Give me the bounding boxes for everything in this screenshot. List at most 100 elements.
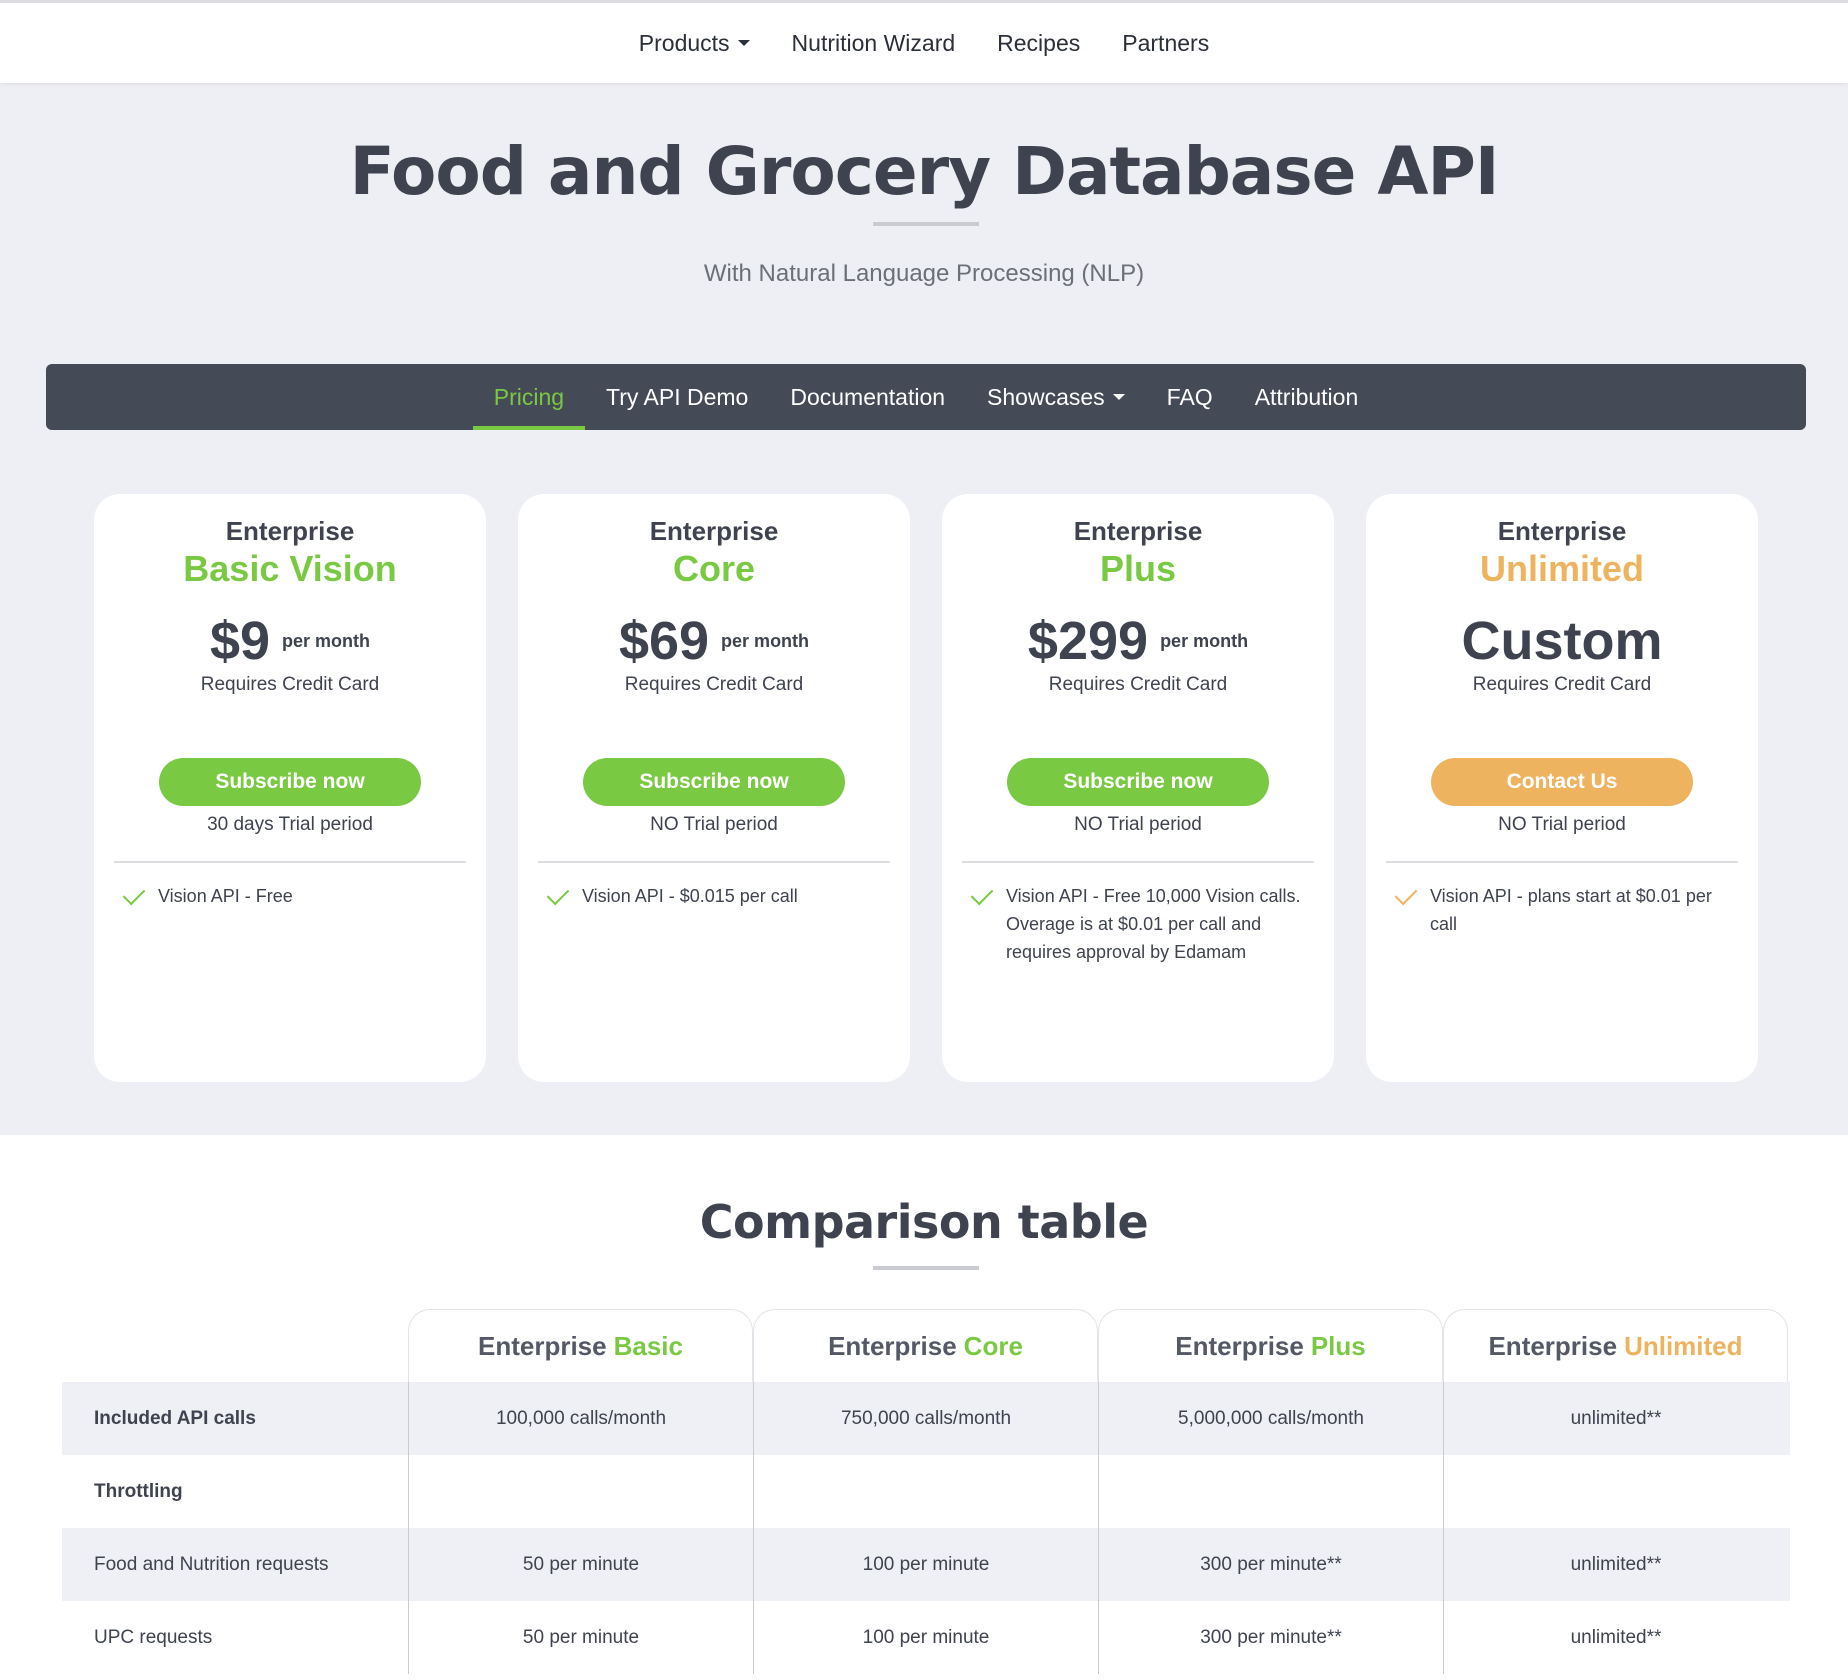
card-divider [538, 861, 890, 863]
column-header-prefix: Enterprise [828, 1330, 957, 1361]
pricing-cards: Enterprise Basic Vision $9 per month Req… [94, 494, 1758, 1082]
card-price-row: $69 per month [518, 610, 910, 672]
column-header-plan: Unlimited [1624, 1330, 1743, 1361]
top-navigation: Products Nutrition Wizard Recipes Partne… [0, 0, 1848, 83]
column-header-core: Enterprise Core [753, 1309, 1098, 1382]
table-cell: 100 per minute [753, 1601, 1098, 1674]
card-feature: Vision API - $0.015 per call [544, 882, 888, 910]
chevron-down-icon [737, 40, 750, 46]
card-price-row: $299 per month [942, 610, 1334, 672]
card-feature-text: Vision API - $0.015 per call [582, 886, 798, 906]
hero-section: Food and Grocery Database API With Natur… [0, 83, 1848, 1135]
comparison-header-row: Enterprise Basic Enterprise Core Enterpr… [62, 1309, 1790, 1382]
table-row: Throttling [62, 1455, 1790, 1528]
table-cell [753, 1455, 1098, 1528]
column-header-plan: Plus [1310, 1330, 1366, 1361]
chevron-down-icon [1112, 394, 1125, 400]
product-tabs: Pricing Try API Demo Documentation Showc… [46, 364, 1806, 430]
card-tier-label: Enterprise [649, 516, 779, 546]
table-cell [1443, 1455, 1788, 1528]
table-cell: 300 per minute** [1098, 1528, 1443, 1601]
column-header-unlimited: Enterprise Unlimited [1443, 1309, 1788, 1382]
column-header-prefix: Enterprise [1488, 1330, 1618, 1361]
card-plan-name: Basic Vision [183, 548, 397, 589]
table-cell [1098, 1455, 1443, 1528]
card-plan-name: Unlimited [1479, 548, 1644, 589]
card-requirement: Requires Credit Card [624, 674, 804, 695]
pricing-card-plus: Enterprise Plus $299 per month Requires … [942, 494, 1334, 1082]
pricing-card-unlimited: Enterprise Unlimited Custom Requires Cre… [1366, 494, 1758, 1082]
tab-faq[interactable]: FAQ [1166, 383, 1213, 410]
card-price: $69 [618, 611, 710, 671]
column-header-prefix: Enterprise [478, 1330, 607, 1361]
card-requirement: Requires Credit Card [1048, 674, 1228, 695]
card-plan-name: Plus [1099, 548, 1177, 589]
table-cell: 100,000 calls/month [408, 1382, 753, 1455]
comparison-title: Comparison table [699, 1195, 1149, 1249]
column-header-prefix: Enterprise [1175, 1330, 1304, 1361]
table-row: Food and Nutrition requests 50 per minut… [62, 1528, 1790, 1601]
card-feature: Vision API - Free 10,000 Vision calls. O… [968, 882, 1312, 966]
card-divider [1386, 861, 1738, 863]
tab-pricing[interactable]: Pricing [472, 364, 586, 430]
card-requirement: Requires Credit Card [1472, 674, 1652, 695]
check-icon [1394, 882, 1418, 906]
row-label: Food and Nutrition requests [94, 1553, 329, 1575]
card-price-period: per month [282, 630, 371, 651]
page-title: Food and Grocery Database API [349, 133, 1500, 210]
tab-documentation[interactable]: Documentation [790, 383, 946, 410]
card-feature: Vision API - plans start at $0.01 per ca… [1392, 882, 1736, 938]
card-price: $9 [209, 611, 271, 671]
card-trial-period: NO Trial period [1074, 814, 1202, 835]
table-cell [408, 1455, 753, 1528]
nav-nutrition-wizard[interactable]: Nutrition Wizard [791, 29, 956, 56]
nav-products[interactable]: Products [639, 30, 750, 57]
table-cell: 50 per minute [408, 1528, 753, 1601]
page-subtitle: With Natural Language Processing (NLP) [703, 260, 1145, 287]
column-header-basic: Enterprise Basic [408, 1309, 753, 1382]
table-cell: 750,000 calls/month [753, 1382, 1098, 1455]
card-feature-text: Vision API - Free [158, 886, 293, 906]
card-feature-text: Vision API - plans start at $0.01 per ca… [1430, 886, 1712, 934]
nav-products-label: Products [638, 29, 730, 56]
card-feature: Vision API - Free [120, 882, 464, 910]
card-price-period: per month [1160, 630, 1249, 651]
comparison-table: Enterprise Basic Enterprise Core Enterpr… [62, 1309, 1790, 1674]
check-icon [122, 882, 146, 906]
table-cell: unlimited** [1443, 1528, 1788, 1601]
card-trial-period: NO Trial period [650, 814, 778, 835]
contact-us-button[interactable]: Contact Us [1431, 758, 1693, 806]
card-price-row: $9 per month [94, 610, 486, 672]
table-row: Included API calls 100,000 calls/month 7… [62, 1382, 1790, 1455]
row-label: UPC requests [94, 1626, 213, 1648]
table-cell: 300 per minute** [1098, 1601, 1443, 1674]
table-cell: unlimited** [1443, 1382, 1788, 1455]
subscribe-button[interactable]: Subscribe now [159, 758, 421, 806]
card-price: Custom [1461, 611, 1663, 671]
column-header-plan: Basic [613, 1330, 683, 1361]
pricing-card-core: Enterprise Core $69 per month Requires C… [518, 494, 910, 1082]
pricing-card-basic-vision: Enterprise Basic Vision $9 per month Req… [94, 494, 486, 1082]
card-tier-label: Enterprise [225, 516, 355, 546]
table-cell: 50 per minute [408, 1601, 753, 1674]
comparison-section: Comparison table Enterprise Basic Enterp… [0, 1135, 1848, 1680]
nav-recipes[interactable]: Recipes [997, 29, 1081, 56]
nav-partners[interactable]: Partners [1122, 29, 1210, 56]
tab-try-api-demo[interactable]: Try API Demo [606, 383, 749, 410]
card-plan-name: Core [672, 548, 756, 589]
card-trial-period: NO Trial period [1498, 814, 1626, 835]
subscribe-button[interactable]: Subscribe now [1007, 758, 1269, 806]
card-price: $299 [1027, 611, 1149, 671]
subscribe-button[interactable]: Subscribe now [583, 758, 845, 806]
card-divider [114, 861, 466, 863]
table-cell: 100 per minute [753, 1528, 1098, 1601]
tab-attribution[interactable]: Attribution [1254, 383, 1359, 410]
tab-showcases-label: Showcases [987, 383, 1105, 410]
card-price-row: Custom [1366, 610, 1758, 672]
card-tier-label: Enterprise [1497, 516, 1627, 546]
tab-showcases[interactable]: Showcases [966, 364, 1146, 430]
card-price-period: per month [721, 630, 810, 651]
comparison-underline [873, 1266, 979, 1270]
table-cell: unlimited** [1443, 1601, 1788, 1674]
title-underline [873, 222, 979, 226]
